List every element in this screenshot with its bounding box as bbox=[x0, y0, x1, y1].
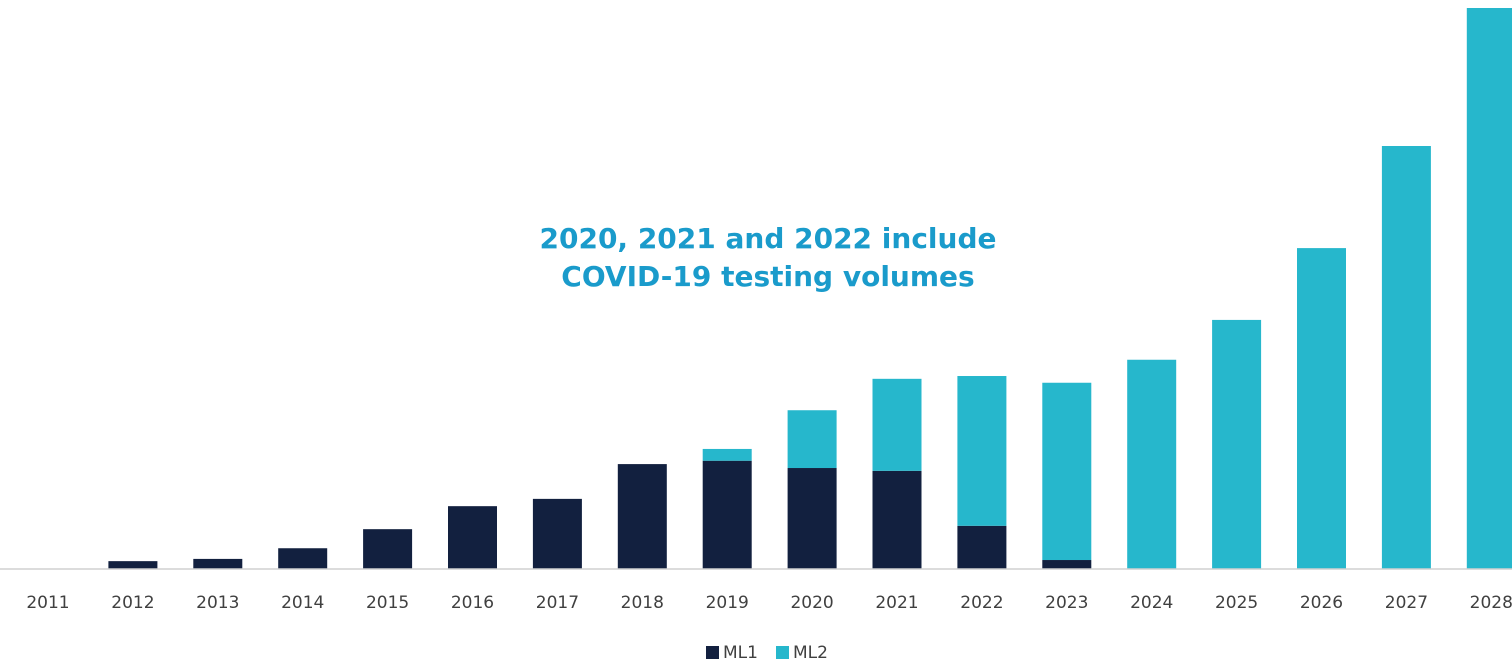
x-tick-label: 2021 bbox=[875, 593, 918, 613]
bar-segment bbox=[617, 464, 667, 569]
legend-swatch bbox=[776, 646, 789, 659]
bar-segment bbox=[1042, 382, 1092, 561]
x-tick-label: 2023 bbox=[1045, 593, 1088, 613]
bar-segment bbox=[957, 525, 1007, 569]
x-tick-label: 2024 bbox=[1130, 593, 1173, 613]
bar-segment bbox=[278, 548, 328, 569]
bar-segment bbox=[448, 506, 497, 569]
x-tick-label: 2018 bbox=[621, 593, 664, 613]
x-tick-label: 2012 bbox=[111, 593, 154, 613]
x-tick-label: 2011 bbox=[26, 593, 69, 613]
x-tick-label: 2028 bbox=[1470, 593, 1512, 613]
x-tick-label: 2025 bbox=[1215, 593, 1258, 613]
bar-segment bbox=[702, 448, 752, 461]
bar-segment bbox=[872, 470, 922, 569]
bar-segment bbox=[108, 561, 158, 569]
x-tick-label: 2017 bbox=[536, 593, 579, 613]
x-tick-label: 2020 bbox=[790, 593, 833, 613]
legend-label: ML1 bbox=[723, 643, 758, 661]
x-tick-label: 2019 bbox=[706, 593, 749, 613]
bar-segment bbox=[702, 460, 752, 569]
bar-segment bbox=[193, 558, 243, 569]
x-tick-label: 2027 bbox=[1385, 593, 1428, 613]
annotation: COVID-19 testing volumes bbox=[561, 260, 974, 293]
bar-segment bbox=[363, 529, 413, 569]
annotation: 2020, 2021 and 2022 include bbox=[540, 222, 997, 255]
bar-segment bbox=[532, 498, 582, 569]
bar-segment bbox=[1381, 146, 1431, 570]
x-tick-label: 2014 bbox=[281, 593, 324, 613]
bar-segment bbox=[1212, 319, 1262, 569]
bar-segment bbox=[787, 410, 837, 469]
bar-segment bbox=[787, 468, 837, 569]
x-tick-label: 2022 bbox=[960, 593, 1003, 613]
x-tick-label: 2013 bbox=[196, 593, 239, 613]
bar-segment bbox=[872, 378, 922, 471]
bar-segment bbox=[1297, 248, 1346, 569]
bar-segment bbox=[1466, 8, 1512, 569]
legend-label: ML2 bbox=[793, 643, 828, 661]
bar-segment bbox=[1127, 359, 1177, 569]
x-tick-label: 2026 bbox=[1300, 593, 1343, 613]
x-tick-label: 2015 bbox=[366, 593, 409, 613]
x-tick-label: 2016 bbox=[451, 593, 494, 613]
bar-segment bbox=[957, 376, 1007, 526]
legend-swatch bbox=[706, 646, 719, 659]
bar-segment bbox=[1042, 560, 1092, 569]
